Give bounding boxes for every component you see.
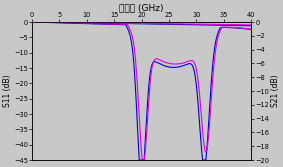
Y-axis label: S21 (dB): S21 (dB) (271, 75, 280, 107)
X-axis label: 周波数 (GHz): 周波数 (GHz) (119, 4, 164, 13)
Y-axis label: S11 (dB): S11 (dB) (3, 75, 12, 107)
